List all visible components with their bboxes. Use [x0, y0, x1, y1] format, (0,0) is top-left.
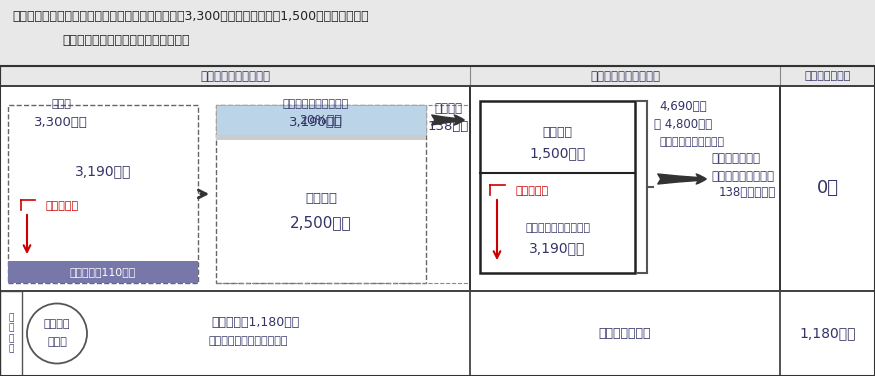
- Text: （相続税の基礎控除）: （相続税の基礎控除）: [659, 137, 724, 147]
- Text: 基礎控除後の課税価格: 基礎控除後の課税価格: [283, 99, 349, 109]
- Bar: [0, 291, 875, 376]
- Text: 20%課税: 20%課税: [299, 114, 342, 126]
- Text: 1,500万円: 1,500万円: [529, 146, 585, 160]
- Bar: [0, 0, 875, 66]
- Text: 基礎控除：110万円: 基礎控除：110万円: [70, 267, 136, 277]
- Text: （特例税率による算出額）: （特例税率による算出額）: [208, 337, 288, 347]
- Text: 特別控除: 特別控除: [305, 191, 337, 205]
- Text: 138万円: 138万円: [427, 120, 469, 133]
- Bar: [0, 86, 875, 291]
- Text: 【贈与時（贈与税）】: 【贈与時（贈与税）】: [200, 70, 270, 82]
- Text: 納付税額：1,180万円: 納付税額：1,180万円: [211, 316, 299, 329]
- Bar: [216, 105, 426, 283]
- Text: 3,190万円: 3,190万円: [75, 164, 131, 178]
- Text: 4,690万円: 4,690万円: [659, 100, 707, 112]
- Text: 【合計納税額】: 【合計納税額】: [804, 71, 850, 81]
- Text: 3,190万円: 3,190万円: [289, 115, 343, 129]
- Text: 【相続時（相続税）】: 【相続時（相続税）】: [590, 70, 660, 82]
- Text: ・納付税額０円: ・納付税額０円: [711, 153, 760, 165]
- Text: 納付税額: 納付税額: [434, 102, 462, 115]
- Bar: [216, 135, 426, 140]
- Text: 【
参
考
】: 【 参 考 】: [9, 314, 14, 353]
- Text: 138万円は還付: 138万円は還付: [719, 186, 776, 200]
- Text: ＜ 4,800万円: ＜ 4,800万円: [654, 117, 712, 130]
- Text: 1,180万円: 1,180万円: [799, 326, 856, 341]
- Bar: [8, 105, 198, 283]
- Text: 【改正後】: 【改正後】: [515, 186, 548, 196]
- Bar: [216, 105, 426, 135]
- Text: （法定相続人：配偶者１人、子２人）: （法定相続人：配偶者１人、子２人）: [62, 33, 190, 47]
- Text: 2,500万円: 2,500万円: [290, 215, 352, 230]
- Text: 納付税額：０円: 納付税額：０円: [598, 327, 651, 340]
- Text: 3,300万円: 3,300万円: [34, 115, 88, 129]
- Text: 贈与額: 贈与額: [51, 99, 71, 109]
- Text: 暦年課税: 暦年課税: [44, 320, 70, 329]
- Bar: [0, 66, 875, 86]
- Text: 相続財産: 相続財産: [542, 126, 572, 139]
- Text: ・贈与時の納付税額: ・贈与時の納付税額: [711, 170, 774, 182]
- Bar: [0, 291, 22, 376]
- Bar: [8, 261, 198, 283]
- Text: 0円: 0円: [816, 179, 838, 197]
- Bar: [0, 66, 875, 376]
- Text: 3,190万円: 3,190万円: [529, 241, 585, 255]
- Text: 《計算例》　相続時精算課税を適用した贈与財産が3,300万円、相続財産が1,500万円である場合: 《計算例》 相続時精算課税を適用した贈与財産が3,300万円、相続財産が1,50…: [12, 9, 368, 23]
- Bar: [480, 101, 635, 273]
- Text: の場合: の場合: [47, 338, 67, 347]
- Text: 基礎控除後の課税価格: 基礎控除後の課税価格: [525, 223, 590, 233]
- Text: 【改正後】: 【改正後】: [46, 201, 79, 211]
